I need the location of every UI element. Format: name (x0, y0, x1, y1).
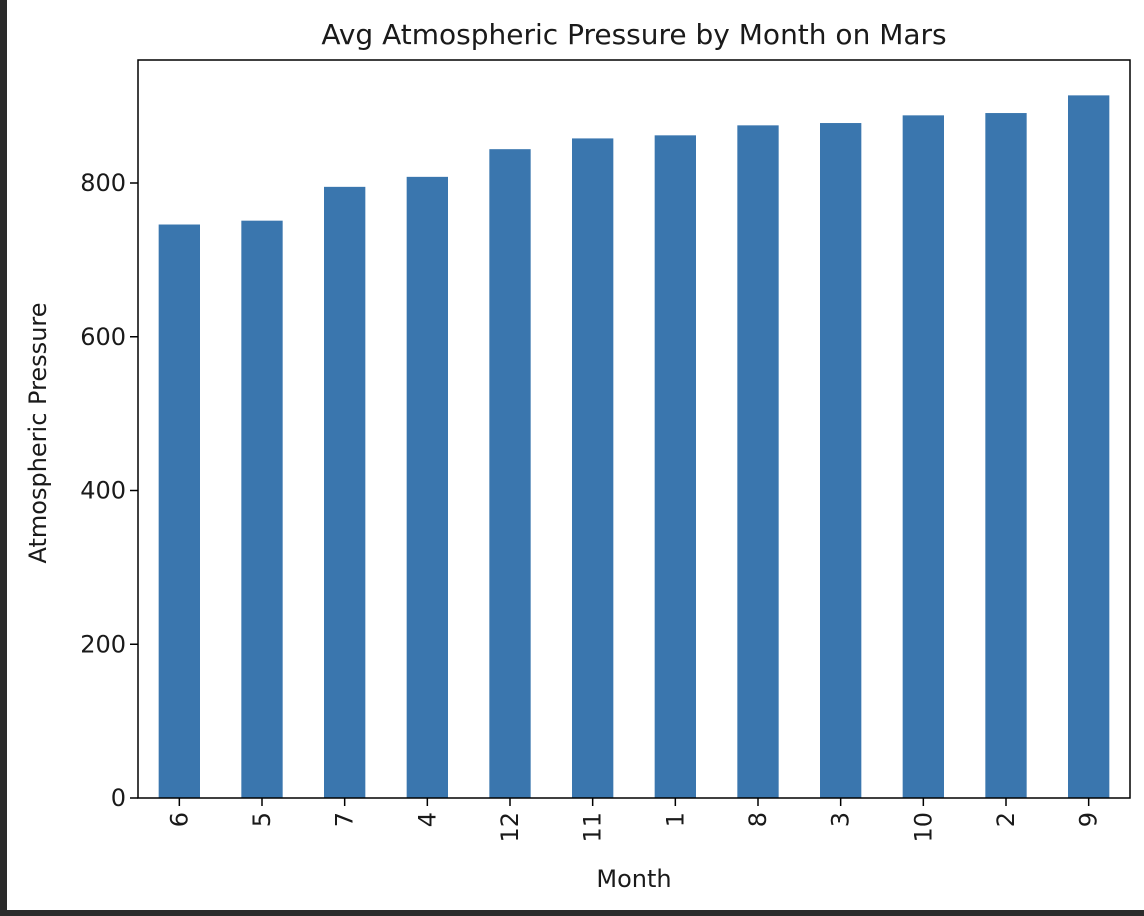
bar-chart: Avg Atmospheric Pressure by Month on Mar… (24, 18, 1131, 893)
bar-month-1 (654, 135, 696, 798)
x-tick-label: 1 (661, 812, 689, 827)
y-tick-label: 0 (111, 784, 126, 812)
bar-month-7 (324, 186, 366, 798)
bar-month-3 (820, 123, 862, 799)
y-tick-label: 200 (80, 630, 126, 658)
y-axis-label: Atmospheric Pressure (24, 302, 52, 563)
bars-group (158, 95, 1110, 799)
bar-month-11 (572, 138, 614, 799)
bar-month-6 (158, 224, 200, 798)
y-tick-label: 800 (80, 169, 126, 197)
y-axis-ticks: 0 200 400 600 800 (80, 169, 138, 812)
y-tick-label: 400 (80, 477, 126, 505)
x-axis-label: Month (596, 865, 671, 893)
bar-month-8 (737, 125, 779, 798)
chart-figure: Avg Atmospheric Pressure by Month on Mar… (7, 0, 1144, 910)
chart-title: Avg Atmospheric Pressure by Month on Mar… (321, 18, 946, 51)
bar-month-2 (985, 113, 1027, 798)
x-tick-label: 7 (331, 812, 359, 827)
y-tick-label: 600 (80, 323, 126, 351)
bar-month-5 (241, 220, 283, 798)
x-tick-label: 10 (909, 812, 937, 843)
x-tick-label: 3 (827, 812, 855, 827)
x-tick-label: 6 (165, 812, 193, 827)
x-tick-label: 5 (248, 812, 276, 827)
x-axis-ticks: 6 5 7 4 12 11 1 8 3 10 2 9 (165, 798, 1103, 843)
x-tick-label: 2 (992, 812, 1020, 827)
x-tick-label: 11 (579, 812, 607, 843)
bar-month-10 (902, 115, 944, 799)
bar-month-12 (489, 149, 531, 799)
x-tick-label: 12 (496, 812, 524, 843)
bar-month-9 (1068, 95, 1110, 799)
x-tick-label: 9 (1075, 812, 1103, 827)
bar-month-4 (406, 176, 448, 799)
x-tick-label: 8 (744, 812, 772, 827)
plot-area-frame (137, 59, 1131, 799)
x-tick-label: 4 (413, 812, 441, 827)
